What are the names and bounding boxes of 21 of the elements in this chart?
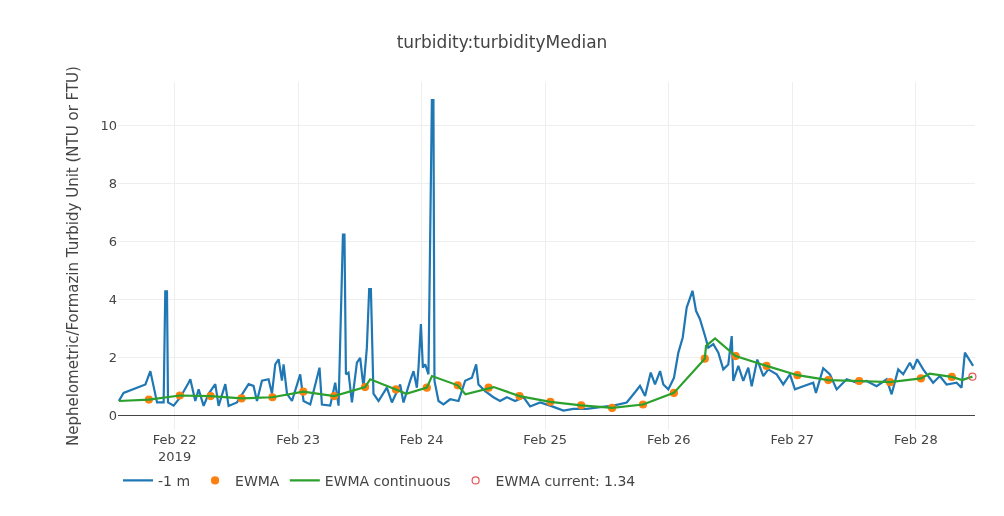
legend-label: EWMA current: 1.34 xyxy=(495,472,636,489)
y-tick-label: 0 xyxy=(108,408,117,424)
x-tick-label: Feb 22 2019 xyxy=(152,432,197,464)
x-tick-label: Feb 26 xyxy=(646,432,691,447)
x-tick-label: Feb 28 xyxy=(893,432,938,447)
chart-title: turbidity:turbidityMedian xyxy=(396,32,608,53)
legend-label: EWMA continuous xyxy=(324,472,451,489)
x-tick-label: Feb 23 xyxy=(276,432,320,447)
legend-label: -1 m xyxy=(158,472,191,489)
x-tick-label: Feb 27 xyxy=(770,432,815,447)
legend-label: EWMA xyxy=(235,472,280,489)
y-tick-label: 2 xyxy=(108,350,117,366)
y-tick-label: 10 xyxy=(100,118,117,134)
line-series xyxy=(118,98,975,412)
y-tick-label: 8 xyxy=(108,176,117,192)
y-axis-title: Nephelometric/Formazin Turbidy Unit (NTU or FTU) xyxy=(64,66,82,446)
point xyxy=(968,372,977,381)
x-tick-label: Feb 24 xyxy=(399,432,444,447)
y-tick-label: 4 xyxy=(108,292,117,308)
y-tick-label: 6 xyxy=(108,234,117,250)
x-tick-label: Feb 25 xyxy=(523,432,568,447)
